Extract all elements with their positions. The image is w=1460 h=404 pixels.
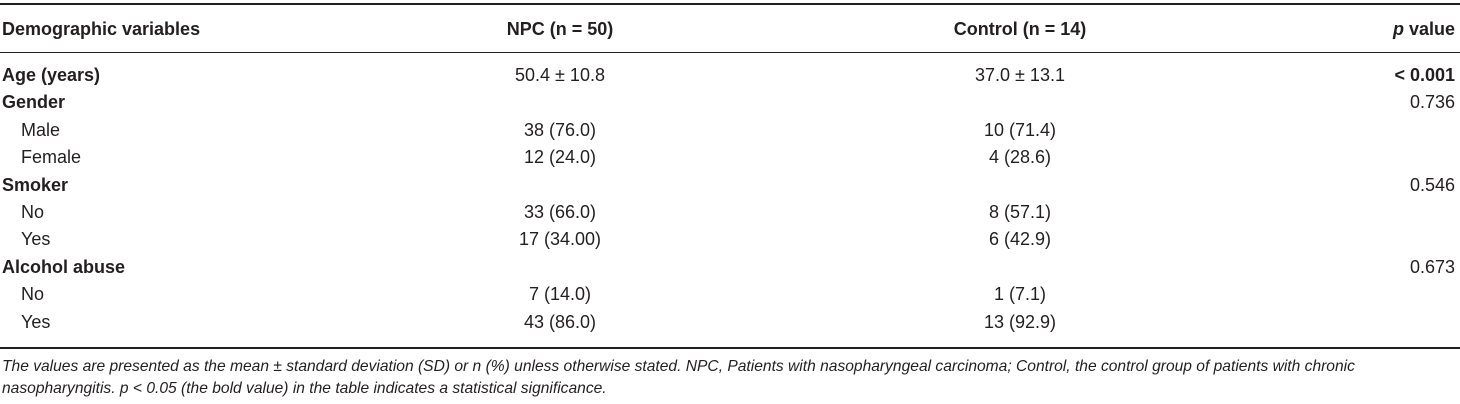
table-header-row: Demographic variables NPC (n = 50) Contr…	[0, 5, 1460, 52]
table-body: Age (years) 50.4 ± 10.8 37.0 ± 13.1 < 0.001…	[0, 62, 1460, 336]
table-footnote: The values are presented as the mean ± s…	[2, 358, 1355, 397]
row-label: Female	[21, 147, 82, 168]
row-npc-value: 33 (66.0)	[523, 201, 597, 222]
row-control-value: 10 (71.4)	[983, 119, 1057, 140]
table-row: Alcohol abuse 0.673	[0, 254, 1460, 281]
table-row: Yes 17 (34.00) 6 (42.9)	[0, 226, 1460, 253]
header-p-italic: p	[1392, 19, 1404, 39]
table-top-rule	[0, 3, 1460, 5]
table-row: Age (years) 50.4 ± 10.8 37.0 ± 13.1 < 0.001	[0, 62, 1460, 89]
row-p-value: < 0.001	[1394, 65, 1455, 85]
table-row: No 33 (66.0) 8 (57.1)	[0, 199, 1460, 226]
row-label: Gender	[2, 92, 66, 113]
header-p-value: p value	[1393, 19, 1455, 39]
row-label: Age (years)	[2, 65, 101, 85]
row-control-value: 1 (7.1)	[993, 284, 1047, 305]
table-row: Male 38 (76.0) 10 (71.4)	[0, 117, 1460, 144]
row-npc-value: 43 (86.0)	[523, 311, 597, 332]
table-row: No 7 (14.0) 1 (7.1)	[0, 281, 1460, 308]
row-control-value: 13 (92.9)	[983, 311, 1057, 332]
row-label: Alcohol abuse	[2, 256, 126, 277]
row-control-value: 6 (42.9)	[988, 229, 1052, 250]
row-control-value: 4 (28.6)	[988, 147, 1052, 168]
row-p-value: 0.673	[1409, 256, 1455, 277]
row-label: No	[21, 201, 45, 222]
row-label: No	[21, 284, 45, 305]
row-p-value: 0.546	[1409, 174, 1455, 195]
row-npc-value: 12 (24.0)	[523, 147, 597, 168]
row-npc-value: 7 (14.0)	[528, 284, 592, 305]
row-control-value: 8 (57.1)	[988, 201, 1052, 222]
table-row: Smoker 0.546	[0, 172, 1460, 199]
row-label: Male	[21, 119, 61, 140]
table-bottom-rule	[0, 347, 1460, 349]
row-label: Yes	[21, 229, 51, 250]
header-p-rest: value	[1403, 19, 1455, 39]
header-npc: NPC (n = 50)	[506, 19, 614, 39]
row-label: Yes	[21, 311, 51, 332]
table-header-rule	[0, 52, 1460, 53]
row-control-value: 37.0 ± 13.1	[975, 65, 1065, 85]
row-p-value: 0.736	[1409, 92, 1455, 113]
row-npc-value: 17 (34.00)	[518, 229, 602, 250]
table-row: Gender 0.736	[0, 89, 1460, 116]
row-npc-value: 38 (76.0)	[523, 119, 597, 140]
table-row: Yes 43 (86.0) 13 (92.9)	[0, 309, 1460, 336]
table-row: Female 12 (24.0) 4 (28.6)	[0, 144, 1460, 171]
row-npc-value: 50.4 ± 10.8	[515, 65, 605, 85]
row-label: Smoker	[2, 174, 69, 195]
header-control: Control (n = 14)	[953, 19, 1087, 39]
header-demographic-variables: Demographic variables	[2, 19, 201, 39]
